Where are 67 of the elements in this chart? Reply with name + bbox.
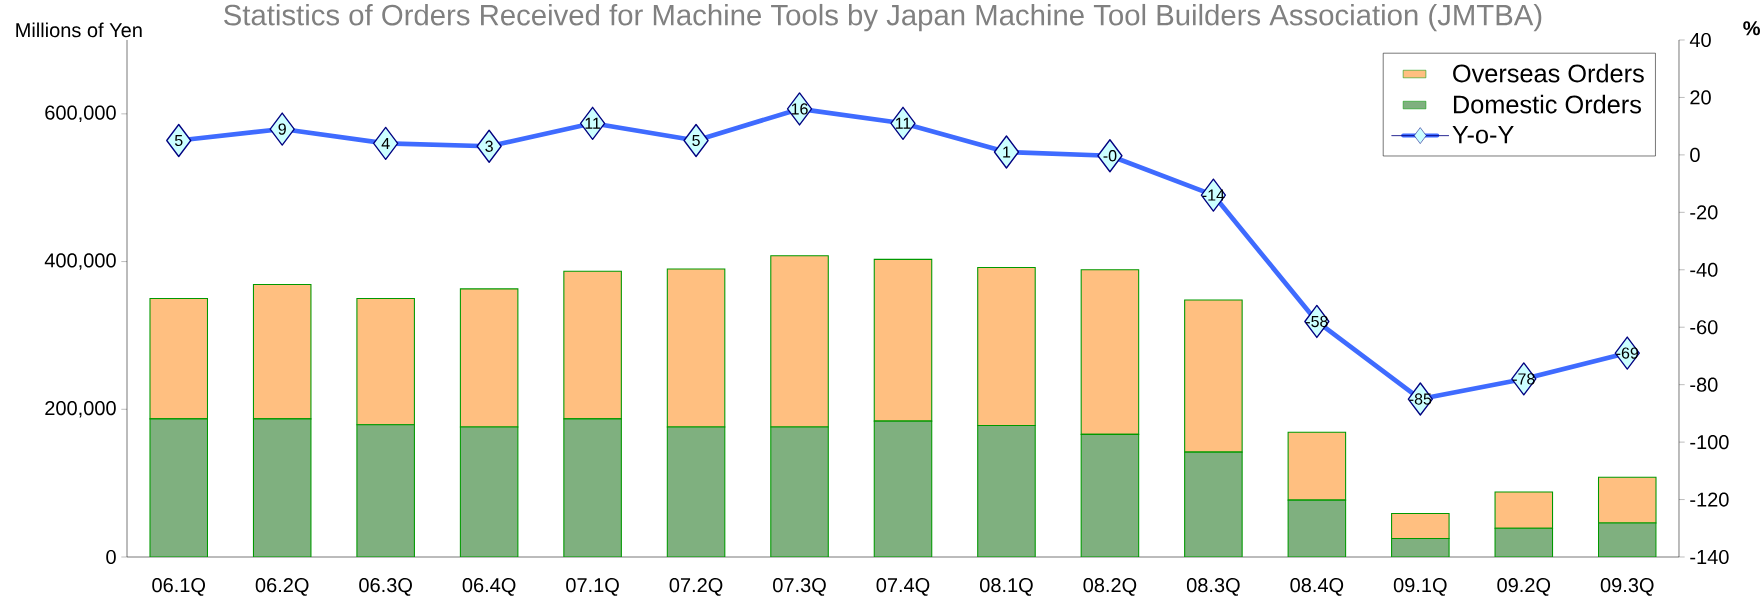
bar	[1184, 451, 1243, 557]
legend-label: Domestic Orders	[1453, 94, 1641, 114]
data-label: 11	[895, 117, 911, 129]
y2-tick-label: -100	[1690, 435, 1729, 450]
data-label: 3	[485, 140, 493, 152]
bar	[1391, 512, 1450, 540]
data-label: 4	[381, 137, 390, 149]
y2-tick-label: -140	[1690, 549, 1729, 565]
data-label: 9	[278, 123, 286, 135]
x-tick-label: 08.2Q	[1083, 578, 1137, 596]
x-tick-label: 09.3Q	[1600, 578, 1654, 596]
data-label: -78	[1512, 373, 1535, 385]
data-label: 11	[585, 117, 601, 129]
y2-tick-label: -20	[1690, 205, 1718, 220]
legend-label: Overseas Orders	[1453, 63, 1644, 83]
bar	[1494, 491, 1554, 529]
bar	[1391, 538, 1450, 557]
data-label: 16	[791, 103, 808, 115]
bar	[149, 418, 209, 557]
bar	[1080, 433, 1140, 557]
data-label: -0	[1103, 150, 1117, 162]
bar	[666, 426, 726, 557]
x-tick-label: 08.4Q	[1290, 578, 1344, 596]
y-tick-label: 200,000	[45, 401, 116, 418]
data-label: -85	[1409, 393, 1432, 405]
x-tick-label: 08.3Q	[1186, 578, 1240, 596]
bar	[1287, 431, 1347, 501]
x-tick-label: 07.2Q	[669, 578, 723, 596]
x-tick-label: 07.3Q	[773, 578, 826, 596]
bar	[873, 420, 933, 557]
y2-tick-label: -40	[1690, 262, 1718, 277]
y-tick-label: 600,000	[45, 105, 116, 123]
y-tick-label: 0	[106, 549, 116, 565]
data-label: -69	[1616, 347, 1639, 359]
bar	[563, 418, 622, 557]
data-label: 5	[692, 134, 700, 147]
bar	[459, 426, 519, 557]
legend-label: Y-o-Y	[1452, 125, 1514, 144]
x-tick-label: 08.1Q	[980, 578, 1033, 596]
y2-tick-label: 0	[1690, 147, 1700, 162]
y2-tick-label: 40	[1689, 32, 1711, 48]
x-tick-label: 07.1Q	[566, 578, 619, 596]
y2-tick-label: -80	[1690, 377, 1718, 392]
y2-tick-label: 20	[1690, 90, 1711, 105]
x-tick-label: 06.4Q	[462, 578, 516, 596]
x-tick-label: 07.4Q	[876, 578, 930, 596]
data-label: 1	[1003, 146, 1011, 158]
y2-axis-title: %	[1743, 21, 1760, 36]
y2-tick-label: -60	[1690, 320, 1718, 335]
bar	[977, 424, 1036, 557]
x-tick-label: 09.1Q	[1393, 578, 1447, 596]
bar	[1597, 522, 1657, 557]
bar	[770, 426, 829, 557]
y2-tick-label: -120	[1690, 492, 1729, 507]
data-label: 5	[174, 134, 183, 147]
y-tick-label: 400,000	[44, 253, 116, 270]
bar	[1494, 527, 1554, 557]
x-tick-label: 06.3Q	[359, 578, 412, 596]
y-axis-title: Millions of Yen	[16, 22, 142, 38]
x-tick-label: 06.1Q	[152, 578, 206, 596]
bar	[252, 418, 312, 557]
bar	[1287, 499, 1347, 557]
x-tick-label: 06.2Q	[255, 578, 309, 596]
x-tick-label: 09.2Q	[1497, 578, 1551, 596]
chart-title: Statistics of Orders Received for Machine Tools by Japan Machine Tool Builders Association (JMTBA)	[224, 3, 1542, 32]
data-label: -58	[1306, 315, 1328, 328]
bar	[356, 424, 415, 557]
